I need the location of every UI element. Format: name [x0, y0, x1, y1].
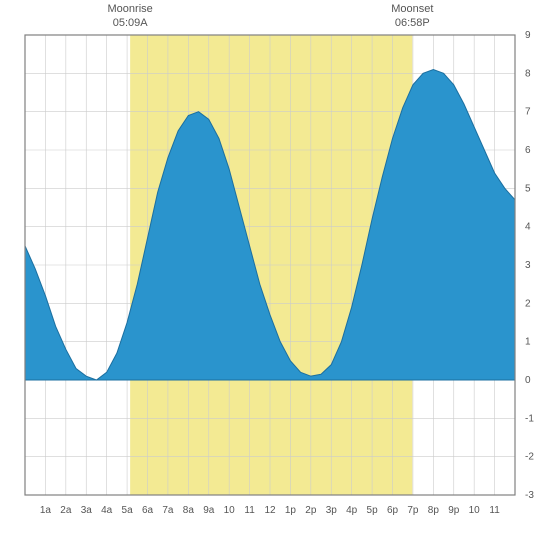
- x-tick-label: 5p: [367, 505, 379, 516]
- x-tick-label: 3p: [326, 505, 338, 516]
- x-tick-label: 3a: [81, 505, 93, 516]
- x-tick-label: 10: [469, 505, 481, 516]
- x-tick-label: 12: [264, 505, 276, 516]
- y-tick-label: 6: [525, 145, 531, 156]
- y-tick-label: -1: [525, 413, 534, 424]
- y-tick-label: 5: [525, 183, 531, 194]
- x-tick-label: 5a: [122, 505, 134, 516]
- x-tick-label: 1p: [285, 505, 297, 516]
- x-tick-label: 7a: [162, 505, 174, 516]
- x-tick-label: 4a: [101, 505, 113, 516]
- x-tick-label: 8a: [183, 505, 195, 516]
- y-tick-label: 4: [525, 222, 531, 233]
- x-tick-label: 2p: [305, 505, 317, 516]
- y-tick-label: 8: [525, 68, 531, 79]
- chart-svg: 1a2a3a4a5a6a7a8a9a1011121p2p3p4p5p6p7p8p…: [0, 0, 550, 550]
- x-tick-label: 4p: [346, 505, 358, 516]
- tide-chart: Moonrise 05:09A Moonset 06:58P 1a2a3a4a5…: [0, 0, 550, 550]
- y-tick-label: -3: [525, 490, 534, 501]
- x-tick-label: 6a: [142, 505, 154, 516]
- y-tick-label: 3: [525, 260, 531, 271]
- x-tick-label: 6p: [387, 505, 399, 516]
- x-tick-label: 9a: [203, 505, 215, 516]
- x-tick-label: 9p: [448, 505, 460, 516]
- y-tick-label: 2: [525, 298, 531, 309]
- x-tick-label: 8p: [428, 505, 440, 516]
- x-tick-label: 11: [244, 505, 255, 516]
- y-tick-label: 1: [525, 337, 531, 348]
- y-tick-label: 7: [525, 107, 531, 118]
- y-tick-label: 9: [525, 30, 531, 41]
- x-tick-label: 2a: [60, 505, 72, 516]
- y-tick-label: -2: [525, 452, 534, 463]
- x-tick-label: 11: [489, 505, 500, 516]
- x-tick-label: 1a: [40, 505, 52, 516]
- x-tick-label: 10: [224, 505, 236, 516]
- y-tick-label: 0: [525, 375, 531, 386]
- x-tick-label: 7p: [407, 505, 419, 516]
